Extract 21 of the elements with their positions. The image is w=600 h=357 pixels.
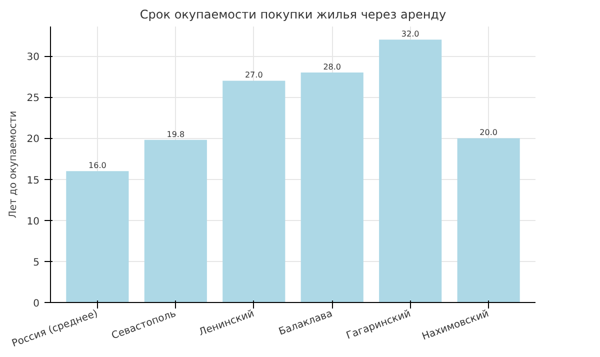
y-tick-label: 10 <box>26 216 40 228</box>
y-tick-label: 0 <box>33 298 40 310</box>
data-label: 20.0 <box>480 128 498 138</box>
data-label: 28.0 <box>323 62 342 72</box>
y-tick-label: 20 <box>26 134 40 146</box>
bar <box>379 40 442 302</box>
y-tick-label: 15 <box>26 175 40 186</box>
data-label: 19.8 <box>166 130 185 139</box>
y-tick-label: 5 <box>33 257 40 268</box>
y-tick-label: 30 <box>26 52 40 64</box>
bar <box>66 171 129 302</box>
y-axis-title: Лет до окупаемости <box>8 110 19 218</box>
bar <box>222 80 286 302</box>
bar <box>300 72 364 302</box>
data-label: 27.0 <box>244 70 263 80</box>
bar <box>144 140 207 302</box>
data-label: 32.0 <box>401 30 420 39</box>
bar <box>457 138 520 302</box>
chart-title: Срок окупаемости покупки жилья через аренду <box>140 8 446 22</box>
data-label: 16.0 <box>88 161 106 170</box>
y-tick-label: 25 <box>26 93 40 104</box>
